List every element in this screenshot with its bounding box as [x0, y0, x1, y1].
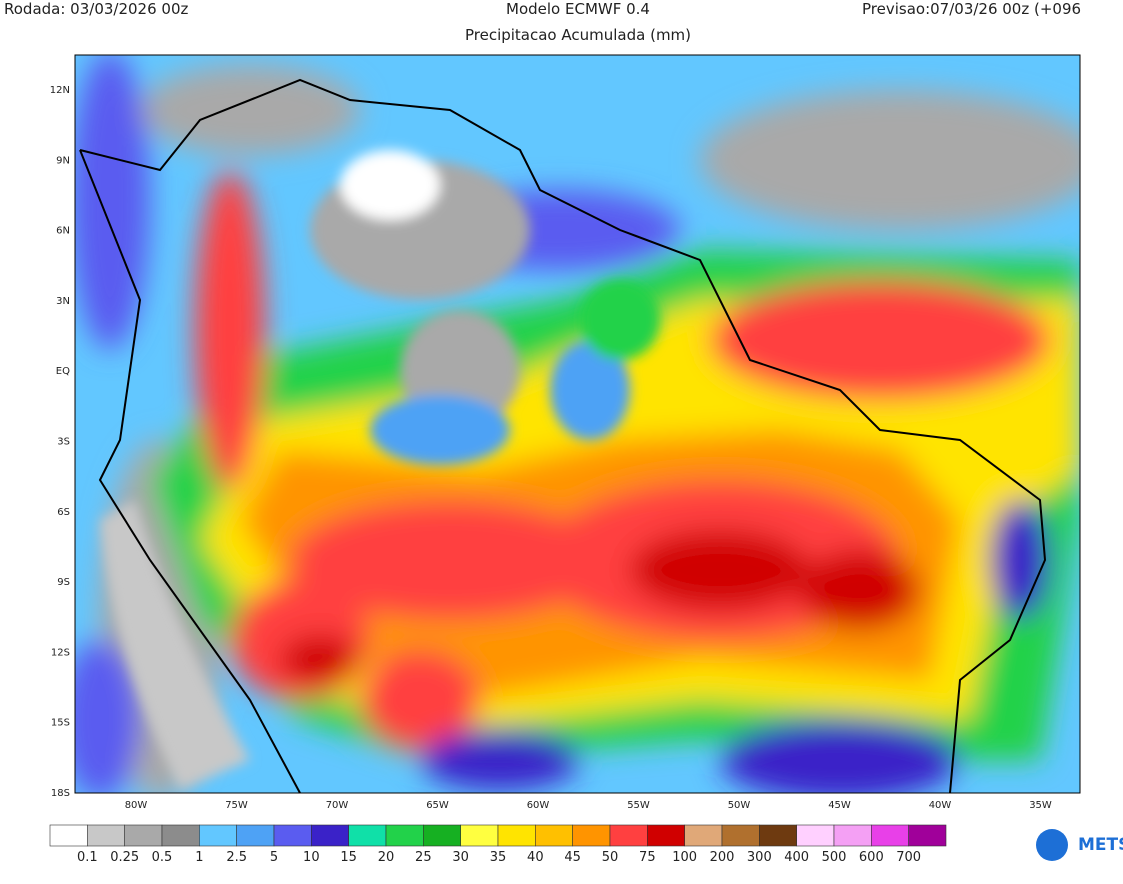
colorbar-label: 20	[378, 850, 395, 865]
lat-label: 12S	[51, 647, 70, 658]
colorbar-label: 30	[452, 850, 469, 865]
colorbar-swatch	[572, 824, 611, 847]
lat-label: 18S	[51, 788, 70, 799]
lat-label: 6N	[56, 226, 70, 237]
colorbar-swatch	[348, 824, 387, 847]
colorbar-label: 40	[527, 850, 544, 865]
lat-label: EQ	[56, 366, 70, 377]
lon-label: 50W	[728, 800, 751, 811]
colorbar-label: 50	[602, 850, 619, 865]
lat-label: 6S	[57, 507, 70, 518]
colorbar-swatch	[497, 824, 536, 847]
colorbar-swatch	[423, 824, 461, 847]
colorbar-label: 25	[415, 850, 432, 865]
colorbar-swatch	[647, 824, 685, 847]
lon-label: 40W	[929, 800, 952, 811]
lon-label: 55W	[627, 800, 650, 811]
lon-label: 75W	[225, 800, 248, 811]
lat-label: 3N	[56, 296, 70, 307]
colorbar-label: 0.5	[152, 850, 173, 865]
lat-label: 15S	[51, 718, 70, 729]
colorbar-swatch	[460, 824, 499, 847]
colorbar-swatch	[385, 824, 424, 847]
colorbar-swatch	[609, 824, 648, 847]
colorbar-label: 1	[195, 850, 203, 865]
lon-label: 45W	[828, 800, 851, 811]
colorbar-swatch	[908, 824, 947, 847]
forecast-time: Previsao:07/03/26 00z (+096	[862, 0, 1081, 18]
colorbar-label: 45	[564, 850, 581, 865]
colorbar-swatch	[871, 824, 909, 847]
colorbar-swatch	[535, 824, 573, 847]
lat-label: 9S	[57, 577, 70, 588]
subtitle: Precipitacao Acumulada (mm)	[465, 26, 691, 44]
colorbar-swatch	[124, 824, 163, 847]
colorbar-label: 0.25	[110, 850, 139, 865]
lon-label: 70W	[326, 800, 349, 811]
colorbar-label: 0.1	[77, 850, 98, 865]
colorbar-label: 2.5	[226, 850, 247, 865]
colorbar-label: 300	[747, 850, 772, 865]
colorbar-label: 100	[672, 850, 697, 865]
colorbar-label: 400	[784, 850, 809, 865]
lon-label: 65W	[426, 800, 449, 811]
colorbar-label: 75	[639, 850, 656, 865]
colorbar-swatch	[161, 824, 200, 847]
colorbar: 0.1 0.25 0.5 1 2.5 5 10 15 20 25 30 35 40 45 50 75 100 20…	[49, 824, 947, 865]
colorbar-swatch	[796, 824, 835, 847]
colorbar-label: 700	[896, 850, 921, 865]
colorbar-label: 200	[710, 850, 735, 865]
colorbar-swatch	[721, 824, 760, 847]
lon-label: 60W	[527, 800, 550, 811]
lat-label: 3S	[57, 437, 70, 448]
lon-label: 80W	[125, 800, 148, 811]
colorbar-swatch	[684, 824, 723, 847]
logo-text: METS	[1078, 835, 1123, 855]
colorbar-swatch	[49, 824, 88, 847]
colorbar-swatch	[273, 824, 312, 847]
lon-label: 35W	[1029, 800, 1052, 811]
lat-label: 9N	[56, 155, 70, 166]
colorbar-label: 600	[859, 850, 884, 865]
colorbar-swatch	[311, 824, 349, 847]
colorbar-label: 15	[340, 850, 357, 865]
precip-map	[75, 55, 1080, 793]
colorbar-swatch	[833, 824, 872, 847]
colorbar-swatch	[87, 824, 125, 847]
colorbar-label: 35	[490, 850, 507, 865]
logo-icon	[1036, 829, 1068, 861]
colorbar-swatch	[236, 824, 275, 847]
map-frame	[74, 54, 1081, 794]
run-time: Rodada: 03/03/2026 00z	[4, 0, 188, 18]
model-name: Modelo ECMWF 0.4	[506, 0, 650, 18]
colorbar-label: 5	[270, 850, 278, 865]
colorbar-swatch	[759, 824, 797, 847]
colorbar-label: 500	[822, 850, 847, 865]
colorbar-label: 10	[303, 850, 320, 865]
lat-label: 12N	[50, 85, 70, 96]
colorbar-swatch	[199, 824, 237, 847]
